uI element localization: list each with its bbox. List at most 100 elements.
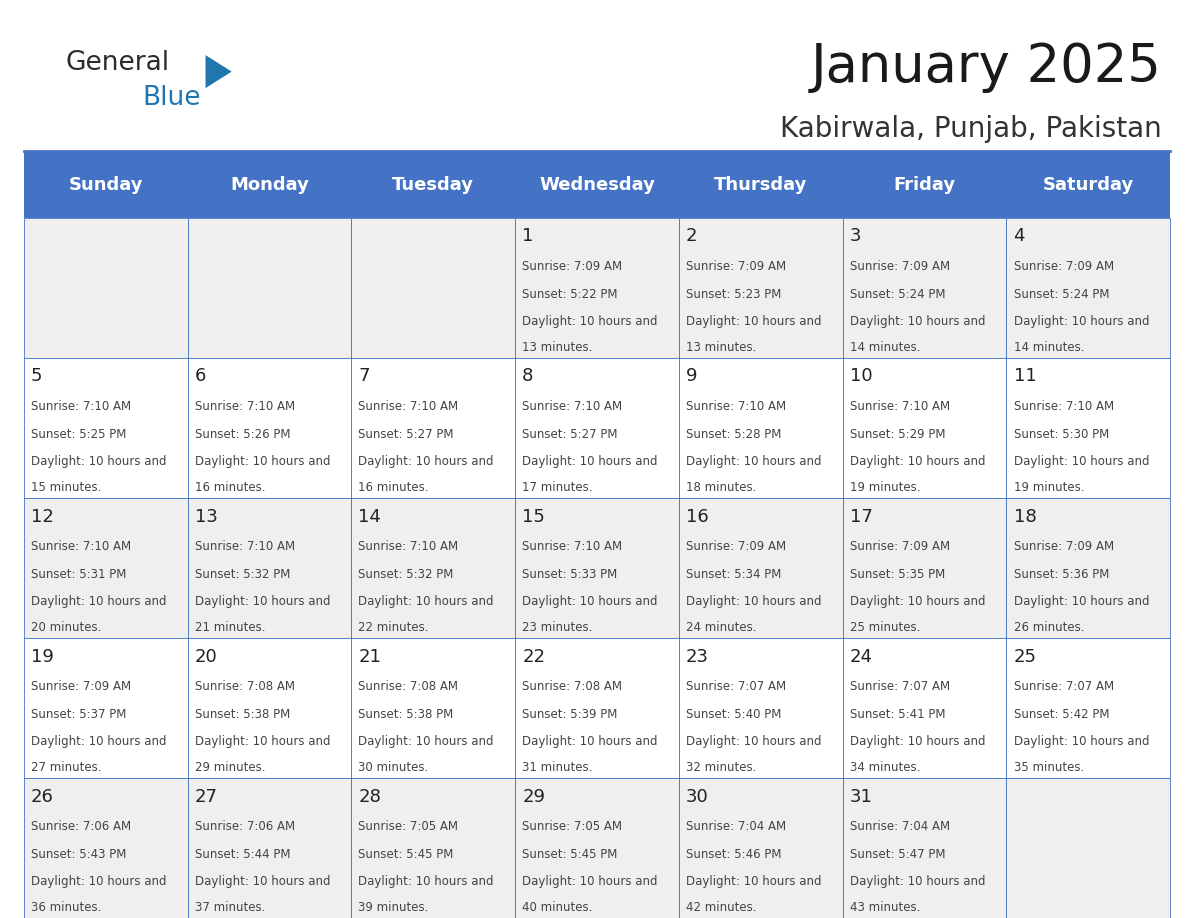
Text: 26: 26: [31, 788, 53, 806]
Text: Daylight: 10 hours and: Daylight: 10 hours and: [523, 595, 658, 608]
Text: 40 minutes.: 40 minutes.: [523, 901, 593, 914]
Text: 30: 30: [685, 788, 709, 806]
Text: Sunset: 5:28 PM: Sunset: 5:28 PM: [685, 428, 782, 441]
Text: Sunrise: 7:08 AM: Sunrise: 7:08 AM: [359, 680, 459, 693]
Text: 43 minutes.: 43 minutes.: [849, 901, 921, 914]
Text: 13 minutes.: 13 minutes.: [685, 341, 757, 353]
Bar: [678, 778, 842, 918]
Bar: [1006, 498, 1170, 638]
Text: Sunset: 5:34 PM: Sunset: 5:34 PM: [685, 567, 782, 581]
Bar: [1006, 358, 1170, 498]
Text: 18 minutes.: 18 minutes.: [685, 481, 757, 494]
Bar: [516, 218, 678, 358]
Text: Blue: Blue: [143, 85, 201, 111]
Text: Sunset: 5:40 PM: Sunset: 5:40 PM: [685, 708, 782, 721]
Text: 14 minutes.: 14 minutes.: [849, 341, 921, 353]
Text: 25 minutes.: 25 minutes.: [849, 621, 921, 634]
Bar: [24, 358, 188, 498]
Text: 16 minutes.: 16 minutes.: [195, 481, 265, 494]
Bar: [24, 151, 1170, 218]
Bar: [352, 638, 516, 778]
Text: 32 minutes.: 32 minutes.: [685, 761, 757, 774]
Text: Sunset: 5:26 PM: Sunset: 5:26 PM: [195, 428, 290, 441]
Text: Friday: Friday: [893, 175, 955, 194]
Text: 29: 29: [523, 788, 545, 806]
Text: Daylight: 10 hours and: Daylight: 10 hours and: [849, 455, 985, 468]
Bar: [842, 218, 1006, 358]
Text: 22: 22: [523, 647, 545, 666]
Text: Saturday: Saturday: [1043, 175, 1133, 194]
Text: Sunday: Sunday: [69, 175, 143, 194]
Text: 19 minutes.: 19 minutes.: [1013, 481, 1083, 494]
Text: 8: 8: [523, 367, 533, 386]
Text: Sunset: 5:23 PM: Sunset: 5:23 PM: [685, 287, 782, 300]
Text: Sunrise: 7:06 AM: Sunrise: 7:06 AM: [31, 820, 131, 833]
Text: Sunset: 5:32 PM: Sunset: 5:32 PM: [195, 567, 290, 581]
Bar: [678, 498, 842, 638]
Text: 21 minutes.: 21 minutes.: [195, 621, 265, 634]
Bar: [24, 218, 188, 358]
Text: 24: 24: [849, 647, 873, 666]
Text: Sunrise: 7:04 AM: Sunrise: 7:04 AM: [849, 820, 950, 833]
Bar: [842, 778, 1006, 918]
Text: 15: 15: [523, 508, 545, 525]
Text: Sunrise: 7:10 AM: Sunrise: 7:10 AM: [359, 540, 459, 553]
Text: 3: 3: [849, 228, 861, 245]
Text: Sunrise: 7:10 AM: Sunrise: 7:10 AM: [1013, 399, 1113, 413]
Text: 9: 9: [685, 367, 697, 386]
Bar: [1006, 218, 1170, 358]
Text: 21: 21: [359, 647, 381, 666]
Polygon shape: [206, 55, 232, 88]
Text: Sunrise: 7:09 AM: Sunrise: 7:09 AM: [1013, 260, 1113, 273]
Bar: [24, 498, 188, 638]
Text: Sunrise: 7:09 AM: Sunrise: 7:09 AM: [31, 680, 131, 693]
Text: 14 minutes.: 14 minutes.: [1013, 341, 1083, 353]
Text: Sunset: 5:42 PM: Sunset: 5:42 PM: [1013, 708, 1110, 721]
Text: Daylight: 10 hours and: Daylight: 10 hours and: [685, 735, 821, 748]
Bar: [352, 498, 516, 638]
Bar: [516, 358, 678, 498]
Text: Daylight: 10 hours and: Daylight: 10 hours and: [31, 735, 166, 748]
Bar: [352, 218, 516, 358]
Text: Daylight: 10 hours and: Daylight: 10 hours and: [1013, 595, 1149, 608]
Bar: [24, 638, 188, 778]
Text: 27 minutes.: 27 minutes.: [31, 761, 101, 774]
Text: 36 minutes.: 36 minutes.: [31, 901, 101, 914]
Text: 22 minutes.: 22 minutes.: [359, 621, 429, 634]
Text: Tuesday: Tuesday: [392, 175, 474, 194]
Bar: [188, 638, 352, 778]
Text: 42 minutes.: 42 minutes.: [685, 901, 757, 914]
Bar: [352, 778, 516, 918]
Text: Daylight: 10 hours and: Daylight: 10 hours and: [1013, 455, 1149, 468]
Text: 28: 28: [359, 788, 381, 806]
Text: Sunrise: 7:09 AM: Sunrise: 7:09 AM: [849, 540, 950, 553]
Text: Sunset: 5:27 PM: Sunset: 5:27 PM: [523, 428, 618, 441]
Bar: [678, 638, 842, 778]
Text: 1: 1: [523, 228, 533, 245]
Text: Sunset: 5:41 PM: Sunset: 5:41 PM: [849, 708, 946, 721]
Text: Daylight: 10 hours and: Daylight: 10 hours and: [523, 455, 658, 468]
Text: 23: 23: [685, 647, 709, 666]
Text: Sunrise: 7:10 AM: Sunrise: 7:10 AM: [31, 399, 131, 413]
Text: Sunset: 5:36 PM: Sunset: 5:36 PM: [1013, 567, 1108, 581]
Text: Sunrise: 7:09 AM: Sunrise: 7:09 AM: [685, 260, 786, 273]
Text: Sunset: 5:31 PM: Sunset: 5:31 PM: [31, 567, 126, 581]
Text: Daylight: 10 hours and: Daylight: 10 hours and: [685, 455, 821, 468]
Text: Daylight: 10 hours and: Daylight: 10 hours and: [685, 875, 821, 889]
Text: Sunset: 5:45 PM: Sunset: 5:45 PM: [359, 848, 454, 861]
Text: Sunrise: 7:09 AM: Sunrise: 7:09 AM: [523, 260, 623, 273]
Text: Sunset: 5:25 PM: Sunset: 5:25 PM: [31, 428, 126, 441]
Text: 17 minutes.: 17 minutes.: [523, 481, 593, 494]
Text: Sunset: 5:33 PM: Sunset: 5:33 PM: [523, 567, 618, 581]
Text: 24 minutes.: 24 minutes.: [685, 621, 757, 634]
Text: Sunrise: 7:10 AM: Sunrise: 7:10 AM: [195, 540, 295, 553]
Text: Daylight: 10 hours and: Daylight: 10 hours and: [849, 315, 985, 328]
Text: Thursday: Thursday: [714, 175, 808, 194]
Text: 12: 12: [31, 508, 53, 525]
Bar: [1006, 638, 1170, 778]
Text: Sunrise: 7:04 AM: Sunrise: 7:04 AM: [685, 820, 786, 833]
Text: Wednesday: Wednesday: [539, 175, 655, 194]
Text: 39 minutes.: 39 minutes.: [359, 901, 429, 914]
Bar: [188, 778, 352, 918]
Text: Daylight: 10 hours and: Daylight: 10 hours and: [359, 595, 494, 608]
